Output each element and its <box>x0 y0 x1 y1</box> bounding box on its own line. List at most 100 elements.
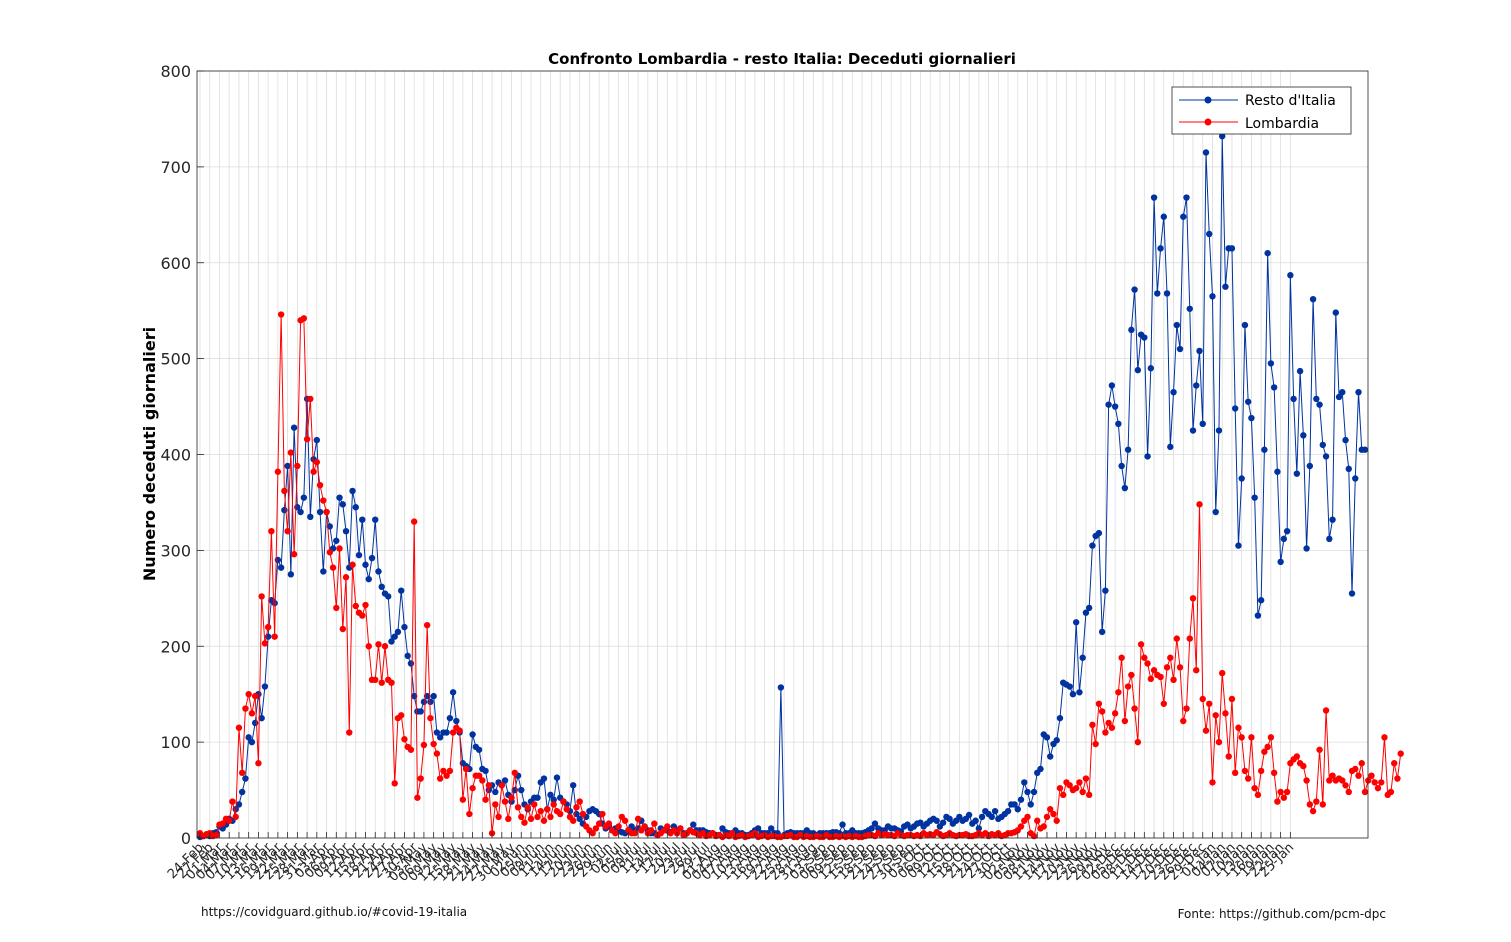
data-point <box>1024 788 1031 796</box>
data-point <box>372 676 379 684</box>
data-point <box>271 599 278 607</box>
data-point <box>1095 700 1103 707</box>
data-point <box>1270 384 1278 391</box>
data-point <box>1215 427 1223 434</box>
data-point <box>1345 788 1352 796</box>
data-point <box>1144 453 1151 460</box>
data-point <box>599 810 606 818</box>
footer-source-url[interactable]: https://covidguard.github.io/#covid-19-i… <box>201 905 468 919</box>
data-point <box>1316 401 1323 408</box>
data-point <box>427 698 434 706</box>
data-point <box>430 740 437 748</box>
data-point <box>1043 734 1051 741</box>
data-point <box>1170 676 1177 684</box>
data-point <box>433 750 441 757</box>
data-point <box>573 804 580 811</box>
data-point <box>281 506 288 514</box>
data-point <box>777 684 785 691</box>
data-point <box>284 528 291 535</box>
data-point <box>427 714 434 722</box>
data-point <box>1290 395 1297 403</box>
data-point <box>576 815 583 823</box>
data-point <box>1186 305 1193 312</box>
data-point <box>323 508 330 516</box>
data-point <box>1225 753 1232 760</box>
data-point <box>1085 791 1093 799</box>
data-point <box>1102 587 1109 594</box>
data-point <box>1264 249 1271 257</box>
data-point <box>621 817 629 824</box>
data-point <box>1303 545 1310 552</box>
data-point <box>381 643 389 650</box>
data-point <box>1241 767 1249 775</box>
data-point <box>1037 765 1044 773</box>
data-point <box>1115 420 1122 428</box>
data-point <box>1118 654 1125 661</box>
data-point <box>1339 388 1346 396</box>
data-point <box>1034 817 1041 824</box>
data-point <box>1157 245 1164 252</box>
data-point <box>329 564 337 571</box>
data-point <box>1180 213 1187 220</box>
data-point <box>1329 772 1336 779</box>
data-point <box>595 820 603 827</box>
data-point <box>501 798 509 805</box>
data-point <box>307 395 314 403</box>
data-point <box>1241 321 1249 329</box>
data-point <box>1296 367 1304 375</box>
data-point <box>1193 667 1200 674</box>
data-point <box>1206 230 1213 238</box>
data-point <box>664 823 671 830</box>
data-point <box>1368 772 1375 779</box>
data-point <box>1017 796 1025 803</box>
data-point <box>557 810 564 818</box>
data-point <box>436 734 444 741</box>
data-point <box>1079 654 1086 661</box>
data-point <box>378 583 385 591</box>
data-point <box>310 468 317 475</box>
y-tick-label: 400 <box>160 446 191 465</box>
data-point <box>1102 729 1109 736</box>
data-point <box>1381 734 1388 741</box>
footer-data-source: Fonte: https://github.com/pcm-dpc <box>1177 907 1386 921</box>
series-resto-italia <box>196 132 1369 841</box>
data-point <box>1144 660 1151 667</box>
data-point <box>459 796 467 803</box>
data-point <box>1050 810 1057 818</box>
data-point <box>1251 784 1258 792</box>
data-point <box>1189 595 1197 602</box>
data-point <box>1053 737 1060 744</box>
data-point <box>300 315 308 322</box>
data-point <box>271 633 278 640</box>
data-point <box>1150 194 1158 201</box>
data-point <box>401 623 408 631</box>
data-point <box>475 772 483 779</box>
data-point <box>1024 813 1031 821</box>
data-point <box>1261 748 1268 755</box>
data-point <box>1167 443 1174 451</box>
data-point <box>1300 762 1307 770</box>
data-point <box>385 593 392 600</box>
data-point <box>417 708 424 715</box>
data-point <box>1131 705 1138 712</box>
data-point <box>443 772 450 779</box>
data-point <box>1235 542 1242 549</box>
data-point <box>446 767 454 775</box>
data-point <box>436 775 444 782</box>
data-point <box>410 518 418 525</box>
data-point <box>1345 465 1352 473</box>
data-point <box>1397 750 1404 757</box>
data-point <box>1092 740 1099 748</box>
data-point <box>511 769 518 776</box>
data-point <box>1326 777 1333 784</box>
data-point <box>534 794 541 801</box>
data-point <box>440 767 447 775</box>
data-point <box>1047 806 1054 813</box>
data-point <box>534 813 541 821</box>
data-point <box>1043 813 1051 821</box>
data-point <box>1180 717 1187 725</box>
data-point <box>482 767 489 775</box>
data-point <box>1219 132 1226 140</box>
data-point <box>1238 734 1245 741</box>
y-tick-label: 300 <box>160 541 191 560</box>
